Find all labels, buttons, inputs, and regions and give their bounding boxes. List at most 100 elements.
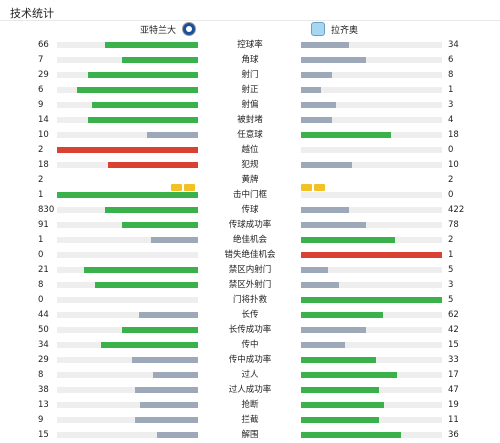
home-stat-value: 10 [38, 130, 49, 140]
home-yellow-cards [171, 176, 197, 191]
away-stat-bar-track [301, 237, 442, 243]
home-stat-bar-track [57, 117, 198, 123]
home-stat-bar-track [57, 372, 198, 378]
home-stat-value: 14 [38, 115, 49, 125]
away-stat-bar-track [301, 282, 442, 288]
stat-row: 50 长传成功率 42 [0, 323, 500, 338]
away-stat-bar [301, 252, 442, 258]
away-stat-value: 5 [448, 265, 454, 275]
home-stat-value: 44 [38, 310, 49, 320]
home-stat-bar [104, 42, 198, 48]
home-stat-value: 34 [38, 340, 49, 350]
away-stat-bar-track [301, 102, 442, 108]
home-stat-value: 8 [38, 280, 44, 290]
away-stat-bar-track [301, 42, 442, 48]
stat-row: 8 过人 17 [0, 368, 500, 383]
away-stat-bar [301, 432, 402, 438]
away-stat-bar-track [301, 327, 442, 333]
stat-row: 44 长传 62 [0, 308, 500, 323]
stat-row: 29 传中成功率 33 [0, 353, 500, 368]
away-stat-bar [301, 312, 383, 318]
home-stat-bar [88, 117, 198, 123]
home-team-header[interactable]: 亚特兰大 [140, 22, 202, 36]
home-stat-value: 2 [38, 145, 44, 155]
away-stat-value: 1 [448, 85, 454, 95]
stat-label: 越位 [241, 145, 259, 155]
away-stat-bar-track [301, 222, 442, 228]
home-stat-bar [121, 327, 198, 333]
stat-label: 传中 [241, 340, 259, 350]
home-stat-value: 1 [38, 235, 44, 245]
home-stat-value: 15 [38, 430, 49, 440]
away-stat-value: 78 [448, 220, 459, 230]
away-stat-bar [301, 117, 333, 123]
home-stat-bar-track [57, 252, 198, 258]
home-stat-bar [140, 402, 198, 408]
away-stat-value: 5 [448, 295, 454, 305]
stat-label: 门将扑救 [232, 295, 267, 305]
away-stat-value: 8 [448, 70, 454, 80]
yellow-card-icon [314, 184, 325, 191]
home-stat-value: 18 [38, 160, 49, 170]
stat-row: 18 犯规 10 [0, 158, 500, 173]
stat-label: 解围 [241, 430, 259, 440]
stat-label: 传球 [241, 205, 259, 215]
away-stat-value: 62 [448, 310, 459, 320]
stat-label: 抢断 [241, 400, 259, 410]
stat-label: 错失绝佳机会 [224, 250, 276, 260]
stat-label: 拦截 [241, 415, 259, 425]
home-stat-bar-track [57, 132, 198, 138]
home-stat-bar [151, 237, 198, 243]
away-stat-bar-track [301, 312, 442, 318]
home-stat-bar-track [57, 282, 198, 288]
stat-row: 830 传球 422 [0, 203, 500, 218]
home-stat-bar-track [57, 192, 198, 198]
away-team-header[interactable]: 拉齐奥 [305, 22, 358, 36]
home-stat-bar [104, 207, 198, 213]
stat-label: 禁区内射门 [228, 265, 272, 275]
away-stat-value: 4 [448, 115, 454, 125]
stat-label: 被封堵 [237, 115, 263, 125]
away-stat-bar-track [301, 57, 442, 63]
stat-row: 9 拦截 11 [0, 413, 500, 428]
home-stat-bar [95, 282, 198, 288]
away-stat-value: 17 [448, 370, 459, 380]
away-stat-bar-track [301, 342, 442, 348]
home-stat-bar-track [57, 417, 198, 423]
stat-row: 15 解围 36 [0, 428, 500, 443]
home-stat-bar-track [57, 102, 198, 108]
stat-label: 传球成功率 [228, 220, 272, 230]
stat-row: 38 过人成功率 47 [0, 383, 500, 398]
home-stat-bar [57, 147, 198, 153]
away-stat-bar-track [301, 417, 442, 423]
stat-label: 击中门框 [232, 190, 267, 200]
home-stat-value: 91 [38, 220, 49, 230]
yellow-card-icon [301, 184, 312, 191]
stat-row: 1 绝佳机会 2 [0, 233, 500, 248]
stat-label: 犯规 [241, 160, 259, 170]
home-stat-bar [152, 372, 198, 378]
atalanta-badge-icon [182, 22, 197, 36]
home-stat-bar-track [57, 207, 198, 213]
away-stat-value: 11 [448, 415, 459, 425]
stat-row: 2 黄牌 2 [0, 173, 500, 191]
home-stat-bar [134, 417, 198, 423]
stat-row: 13 抢断 19 [0, 398, 500, 413]
home-stat-bar-track [57, 327, 198, 333]
home-stat-value: 0 [38, 250, 44, 260]
away-stat-bar [301, 237, 396, 243]
away-stat-bar-track [301, 147, 442, 153]
stat-label: 长传成功率 [228, 325, 272, 335]
home-stat-bar [147, 132, 198, 138]
away-stat-bar [301, 417, 379, 423]
home-stat-value: 29 [38, 70, 49, 80]
away-stat-bar [301, 72, 333, 78]
away-stat-value: 42 [448, 325, 459, 335]
home-stat-value: 66 [38, 40, 49, 50]
away-stat-bar-track [301, 207, 442, 213]
away-stat-bar-track [301, 252, 442, 258]
stat-row: 2 越位 0 [0, 143, 500, 158]
away-stat-bar [301, 207, 349, 213]
stat-label: 禁区外射门 [228, 280, 272, 290]
stat-label: 传中成功率 [228, 355, 272, 365]
